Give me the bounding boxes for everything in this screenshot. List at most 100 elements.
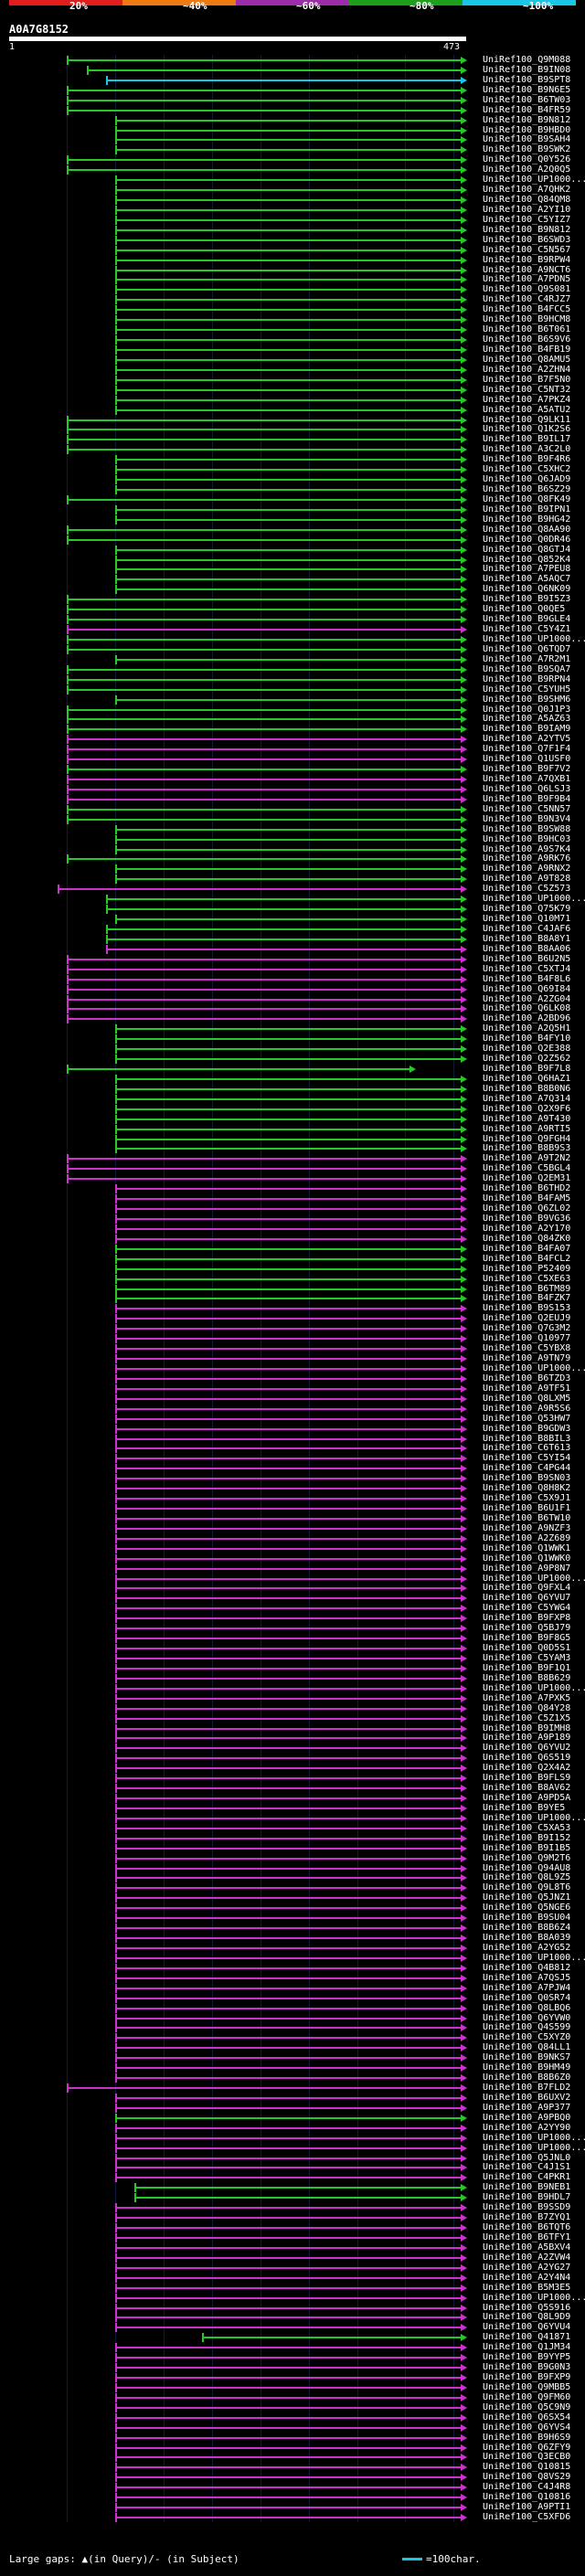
hit-row[interactable]: UniRef100_A9P8N7	[0, 1564, 585, 1574]
hit-row[interactable]: UniRef100_B8BIL3	[0, 1434, 585, 1445]
hit-name-link[interactable]: UniRef100_B8B629	[483, 1672, 571, 1683]
hit-name-link[interactable]: UniRef100_A9P8N7	[483, 1563, 571, 1574]
hit-name-link[interactable]: UniRef100_Q1USF0	[483, 754, 571, 765]
hit-name-link[interactable]: UniRef100_Q8H8K2	[483, 1483, 571, 1494]
hit-row[interactable]: UniRef100_B8A8Y1	[0, 934, 585, 945]
hit-row[interactable]: UniRef100_C5Z1X5	[0, 1713, 585, 1724]
hit-row[interactable]: UniRef100_B9F8G5	[0, 1633, 585, 1644]
hit-row[interactable]: UniRef100_A7R2M1	[0, 654, 585, 665]
hit-name-link[interactable]: UniRef100_A2BD96	[483, 1013, 571, 1024]
hit-name-link[interactable]: UniRef100_B9SPT8	[483, 74, 571, 85]
hit-row[interactable]: UniRef100_B8B9S3	[0, 1143, 585, 1154]
hit-name-link[interactable]: UniRef100_Q8L9Z5	[483, 1872, 571, 1883]
hit-name-link[interactable]: UniRef100_B9SAH4	[483, 134, 571, 145]
hit-name-link[interactable]: UniRef100_C5YBX8	[483, 1343, 571, 1354]
hit-name-link[interactable]: UniRef100_Q5JNZ1	[483, 1892, 571, 1903]
hit-name-link[interactable]: UniRef100_B9IL17	[483, 434, 571, 445]
hit-name-link[interactable]: UniRef100_B9YYP5	[483, 2352, 571, 2363]
hit-row[interactable]: UniRef100_A2ZG04	[0, 994, 585, 1005]
hit-row[interactable]: UniRef100_B9G0N3	[0, 2362, 585, 2373]
hit-row[interactable]: UniRef100_A9S7K4	[0, 844, 585, 855]
hit-row[interactable]: UniRef100_C4PG44	[0, 1463, 585, 1474]
hit-name-link[interactable]: UniRef100_B7FLD2	[483, 2083, 571, 2094]
hit-row[interactable]: UniRef100_B9IPN1	[0, 504, 585, 515]
hit-name-link[interactable]: UniRef100_B9HBD0	[483, 124, 571, 135]
hit-row[interactable]: UniRef100_C4J1S1	[0, 2162, 585, 2173]
hit-row[interactable]: UniRef100_B9HC03	[0, 834, 585, 845]
hit-name-link[interactable]: UniRef100_B9HCM8	[483, 314, 571, 325]
hit-name-link[interactable]: UniRef100_Q84Y28	[483, 1702, 571, 1713]
hit-name-link[interactable]: UniRef100_C6T613	[483, 1443, 571, 1454]
hit-row[interactable]: UniRef100_A5ATU2	[0, 405, 585, 416]
hit-row[interactable]: UniRef100_Q5JNZ1	[0, 1892, 585, 1903]
hit-name-link[interactable]: UniRef100_Q75K79	[483, 904, 571, 915]
hit-name-link[interactable]: UniRef100_A7QHK2	[483, 185, 571, 196]
hit-name-link[interactable]: UniRef100_Q8GTJ4	[483, 544, 571, 555]
hit-name-link[interactable]: UniRef100_B9IMH8	[483, 1723, 571, 1733]
hit-name-link[interactable]: UniRef100_B9F1Q1	[483, 1662, 571, 1673]
hit-name-link[interactable]: UniRef100_A9PD5A	[483, 1793, 571, 1804]
hit-row[interactable]: UniRef100_Q9FXL4	[0, 1583, 585, 1594]
hit-name-link[interactable]: UniRef100_A9T430	[483, 1113, 571, 1124]
hit-name-link[interactable]: UniRef100_Q0DR46	[483, 534, 571, 545]
hit-name-link[interactable]: UniRef100_C5NT32	[483, 384, 571, 395]
hit-row[interactable]: UniRef100_B6TW03	[0, 95, 585, 106]
hit-row[interactable]: UniRef100_A2YY90	[0, 2123, 585, 2134]
hit-name-link[interactable]: UniRef100_A7QSJ5	[483, 1972, 571, 1983]
hit-name-link[interactable]: UniRef100_Q6YVW0	[483, 2012, 571, 2023]
hit-row[interactable]: UniRef100_UP1000...	[0, 1683, 585, 1694]
hit-row[interactable]: UniRef100_A9NCT6	[0, 265, 585, 276]
hit-name-link[interactable]: UniRef100_B6SWD3	[483, 234, 571, 245]
hit-row[interactable]: UniRef100_Q4B812	[0, 1963, 585, 1974]
hit-name-link[interactable]: UniRef100_B4FCL2	[483, 1253, 571, 1264]
hit-name-link[interactable]: UniRef100_A2YTV5	[483, 734, 571, 745]
hit-name-link[interactable]: UniRef100_Q10815	[483, 2462, 571, 2473]
hit-row[interactable]: UniRef100_B6TZD3	[0, 1373, 585, 1384]
hit-row[interactable]: UniRef100_A3C2L0	[0, 444, 585, 455]
hit-row[interactable]: UniRef100_B9N3V4	[0, 814, 585, 825]
hit-row[interactable]: UniRef100_C5XYZ0	[0, 2032, 585, 2043]
hit-name-link[interactable]: UniRef100_B9YE5	[483, 1802, 566, 1813]
hit-row[interactable]: UniRef100_A7QSJ5	[0, 1973, 585, 1984]
hit-row[interactable]: UniRef100_Q9MBB5	[0, 2382, 585, 2393]
hit-name-link[interactable]: UniRef100_Q0Y526	[483, 154, 571, 165]
hit-name-link[interactable]: UniRef100_A7R2M1	[483, 653, 571, 664]
hit-name-link[interactable]: UniRef100_UP1000...	[483, 894, 585, 905]
hit-name-link[interactable]: UniRef100_A9S7K4	[483, 843, 571, 854]
hit-row[interactable]: UniRef100_A5BXV4	[0, 2242, 585, 2253]
hit-name-link[interactable]: UniRef100_A7PXK5	[483, 1692, 571, 1703]
hit-row[interactable]: UniRef100_Q5C9N9	[0, 2402, 585, 2413]
hit-row[interactable]: UniRef100_B9I5Z3	[0, 594, 585, 605]
hit-name-link[interactable]: UniRef100_B9S153	[483, 1303, 571, 1314]
hit-name-link[interactable]: UniRef100_Q2X9F6	[483, 1103, 571, 1114]
hit-name-link[interactable]: UniRef100_B9HC03	[483, 833, 571, 844]
hit-name-link[interactable]: UniRef100_A7PJW4	[483, 1982, 571, 1993]
hit-row[interactable]: UniRef100_A9R5S6	[0, 1404, 585, 1415]
hit-row[interactable]: UniRef100_B9I152	[0, 1833, 585, 1844]
hit-row[interactable]: UniRef100_B9SAH4	[0, 134, 585, 145]
hit-row[interactable]: UniRef100_C5BGL4	[0, 1163, 585, 1174]
hit-row[interactable]: UniRef100_A2YG27	[0, 2263, 585, 2274]
hit-name-link[interactable]: UniRef100_Q6ZFY9	[483, 2442, 571, 2453]
hit-row[interactable]: UniRef100_B6T061	[0, 324, 585, 335]
hit-name-link[interactable]: UniRef100_A2Y4N4	[483, 2272, 571, 2283]
hit-name-link[interactable]: UniRef100_Q6TQD7	[483, 643, 571, 654]
hit-name-link[interactable]: UniRef100_A5AQC7	[483, 574, 571, 585]
hit-row[interactable]: UniRef100_Q6YVW0	[0, 2013, 585, 2024]
hit-name-link[interactable]: UniRef100_Q4S599	[483, 2022, 571, 2033]
hit-name-link[interactable]: UniRef100_B9H6S9	[483, 2432, 571, 2443]
hit-name-link[interactable]: UniRef100_Q10977	[483, 1333, 571, 1344]
hit-name-link[interactable]: UniRef100_Q8AA90	[483, 524, 571, 535]
hit-name-link[interactable]: UniRef100_Q5BJ79	[483, 1623, 571, 1634]
hit-name-link[interactable]: UniRef100_C5YAM3	[483, 1652, 571, 1663]
hit-name-link[interactable]: UniRef100_UP1000...	[483, 1682, 585, 1693]
hit-row[interactable]: UniRef100_B9F4R6	[0, 454, 585, 465]
hit-name-link[interactable]: UniRef100_B9HDL7	[483, 2192, 571, 2203]
hit-row[interactable]: UniRef100_B9HM49	[0, 2062, 585, 2073]
hit-name-link[interactable]: UniRef100_Q0QE5	[483, 604, 566, 615]
hit-name-link[interactable]: UniRef100_A9RTI5	[483, 1123, 571, 1134]
hit-row[interactable]: UniRef100_A2Y170	[0, 1224, 585, 1235]
hit-name-link[interactable]: UniRef100_B9NKS7	[483, 2052, 571, 2063]
hit-row[interactable]: UniRef100_B9F7V2	[0, 764, 585, 775]
hit-row[interactable]: UniRef100_Q53HW7	[0, 1414, 585, 1425]
